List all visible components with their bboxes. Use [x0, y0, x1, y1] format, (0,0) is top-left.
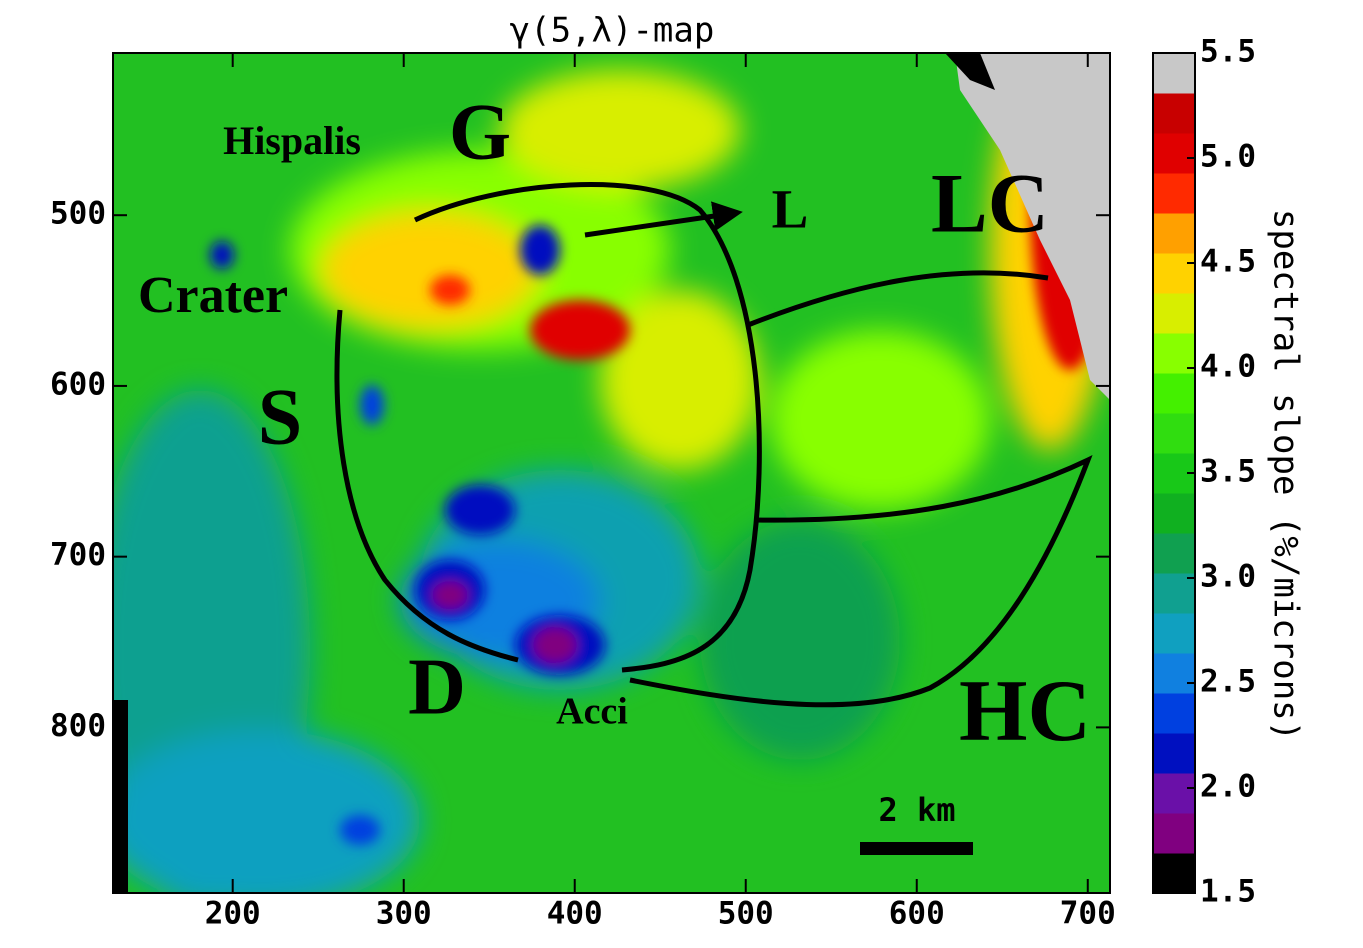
y-tick-label: 500 [50, 196, 106, 232]
colorbar-swatch [1153, 693, 1195, 734]
colorbar-swatch [1153, 293, 1195, 334]
colorbar-tick-label: 5.5 [1200, 34, 1256, 70]
colorbar-swatch [1153, 573, 1195, 614]
colorbar-tick-label: 4.5 [1200, 244, 1256, 280]
map-label: S [258, 373, 303, 461]
map-label: Acci [556, 691, 628, 733]
colorbar-tick-label: 1.5 [1200, 874, 1256, 910]
colorbar-swatch [1153, 133, 1195, 174]
colorbar-swatch [1153, 333, 1195, 374]
y-tick-label: 600 [50, 366, 106, 402]
x-tick-label: 300 [376, 896, 432, 932]
y-tick-label: 700 [50, 537, 106, 573]
colorbar-tick-label: 5.0 [1200, 139, 1256, 175]
colorbar-swatch [1153, 253, 1195, 294]
plot-frame [112, 52, 1111, 894]
colorbar-swatch [1153, 613, 1195, 654]
colorbar-tick-label: 2.5 [1200, 664, 1256, 700]
map-label: LC [931, 157, 1049, 251]
colorbar-tick-label: 4.0 [1200, 349, 1256, 385]
map-label: 2 km [878, 791, 955, 829]
map-label: HC [959, 663, 1091, 760]
colorbar-swatch [1153, 773, 1195, 814]
colorbar-swatch [1153, 813, 1195, 854]
colorbar-swatch [1153, 413, 1195, 454]
colorbar-swatch [1153, 93, 1195, 134]
map-label: L [772, 179, 809, 240]
y-tick-label: 800 [50, 708, 106, 744]
colorbar-label: spectral slope (%/microns) [1266, 209, 1306, 741]
colorbar-swatch [1153, 173, 1195, 214]
colorbar-swatch [1153, 53, 1195, 94]
map-image [113, 53, 1110, 893]
colorbar-swatch [1153, 213, 1195, 254]
map-label: Hispalis [223, 118, 361, 163]
colorbar-swatch [1153, 853, 1195, 894]
colorbar-tick-label: 3.0 [1200, 559, 1256, 595]
colorbar-swatch [1153, 733, 1195, 774]
x-tick-label: 700 [1060, 896, 1116, 932]
colorbar-tick-label: 3.5 [1200, 454, 1256, 490]
map-label: D [408, 643, 466, 731]
map-label: G [449, 88, 511, 176]
chart-title: γ(5,λ)-map [510, 11, 715, 51]
overlay-curves [334, 182, 1093, 855]
colorbar-swatch [1153, 533, 1195, 574]
map-label: Crater [138, 267, 288, 324]
x-tick-label: 400 [547, 896, 603, 932]
colorbar-swatch [1153, 653, 1195, 694]
colorbar-swatch [1153, 373, 1195, 414]
colorbar-swatch [1153, 493, 1195, 534]
x-tick-label: 600 [889, 896, 945, 932]
colorbar-tick-label: 2.0 [1200, 769, 1256, 805]
x-tick-label: 200 [205, 896, 261, 932]
x-tick-label: 500 [718, 896, 774, 932]
